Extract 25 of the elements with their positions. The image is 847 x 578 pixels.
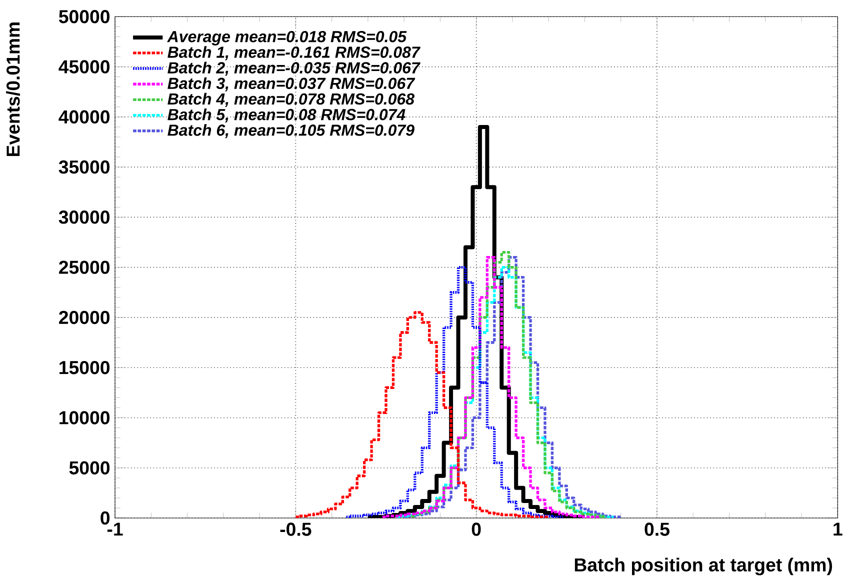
y-axis-title: Events/0.01mm	[6, 22, 20, 156]
legend-label: Batch 4, mean=0.078 RMS=0.068	[168, 92, 414, 107]
y-tick-label: 50000	[58, 10, 110, 24]
legend-label: Batch 1, mean=-0.161 RMS=0.087	[168, 46, 420, 60]
x-tick-label: 1	[834, 522, 842, 536]
legend-label: Batch 5, mean=0.08 RMS=0.074	[168, 108, 406, 123]
y-tick-label: 5000	[69, 461, 110, 474]
y-tick-label: 25000	[59, 260, 110, 274]
y-tick-label: 40000	[58, 110, 110, 124]
y-tick-label: 10000	[60, 411, 110, 424]
y-tick-label: 20000	[59, 310, 110, 324]
y-tick-label: 15000	[60, 360, 110, 374]
x-tick-label: -1	[107, 522, 123, 536]
x-tick-label: -0.5	[280, 522, 312, 536]
y-tick-label: 30000	[58, 210, 110, 224]
legend-label: Batch 3, mean=0.037 RMS=0.067	[168, 77, 416, 92]
y-tick-label: 45000	[58, 60, 110, 74]
x-axis-title: Batch position at target (mm)	[574, 558, 832, 576]
x-tick-label: 0	[472, 522, 481, 536]
legend-label: Batch 2, mean=-0.035 RMS=0.067	[168, 62, 420, 76]
y-tick-label: 0	[100, 511, 110, 525]
legend-label: Batch 6, mean=0.105 RMS=0.079	[168, 124, 414, 138]
x-tick-label: 0.5	[644, 522, 670, 536]
y-tick-label: 35000	[58, 160, 110, 174]
legend-label: Average mean=0.018 RMS=0.05	[166, 30, 407, 46]
